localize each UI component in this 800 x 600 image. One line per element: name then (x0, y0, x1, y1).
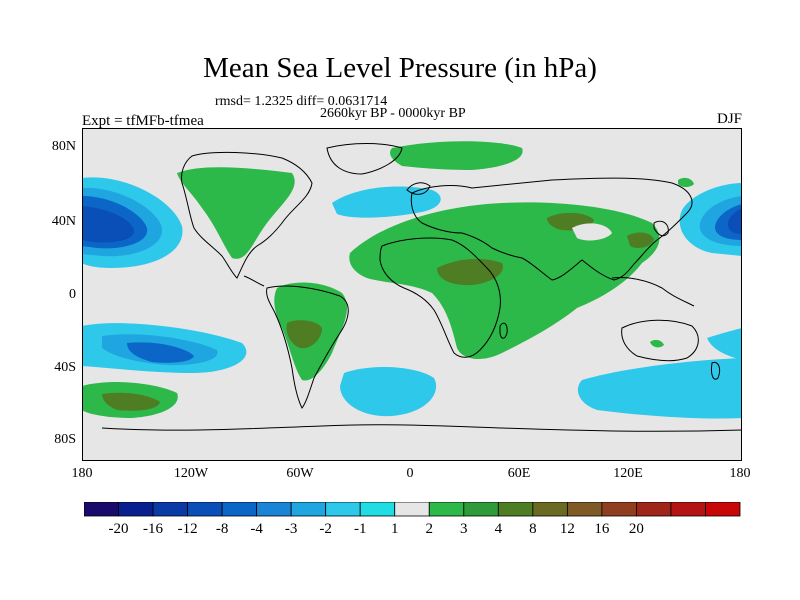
coast-new-zealand (711, 361, 721, 380)
colorbar-swatch (532, 502, 568, 517)
coast-eurasia (410, 177, 693, 281)
contour-north-pacific-east-4 (728, 208, 742, 234)
chart-title: Mean Sea Level Pressure (in hPa) (203, 52, 597, 84)
negative-anomaly-areas (82, 177, 742, 419)
colorbar-label: 3 (460, 521, 468, 537)
contour-south-pacific-high-core (102, 392, 160, 411)
colorbar-label: 4 (494, 521, 503, 537)
contour-southern-indian-pacific (577, 358, 742, 419)
colorbar-swatch (601, 502, 637, 517)
contour-arctic (390, 141, 523, 170)
map-frame (82, 128, 742, 461)
colorbar-swatch (325, 502, 361, 517)
lat-tick-label: 40S (54, 360, 76, 375)
colorbar-label: -8 (215, 521, 229, 537)
colorbar-swatch (152, 502, 188, 517)
coast-indonesia (611, 277, 695, 307)
coast-south-america (266, 285, 349, 409)
lon-tick-label: 60E (507, 466, 531, 481)
coast-japan (653, 220, 669, 237)
lat-tick-label: 0 (69, 287, 76, 302)
colorbar-swatch (84, 502, 119, 517)
period-subtitle: 2660kyr BP - 0000kyr BP (320, 106, 466, 121)
colorbar-swatch (705, 502, 741, 517)
coast-africa (379, 237, 501, 358)
colorbar-swatch (290, 502, 327, 517)
colorbar-label: -2 (319, 521, 332, 537)
coast-madagascar (499, 322, 508, 339)
colorbar-label: 20 (628, 521, 644, 537)
map-plot (82, 128, 742, 461)
contour-tibet-gap (572, 223, 612, 241)
colorbar-swatch (256, 502, 292, 517)
contour-south-pacific-3 (127, 342, 194, 363)
colorbar-swatch (221, 502, 258, 517)
colorbar-swatch (636, 502, 672, 517)
contour-east-asia-core (627, 232, 654, 248)
coast-central-america (243, 275, 265, 287)
lat-tick-label: 80N (51, 139, 76, 154)
coast-north-america (181, 151, 313, 279)
coast-greenland (326, 143, 403, 175)
contour-north-america (177, 167, 295, 259)
colorbar-label: 2 (425, 521, 434, 537)
colorbar-swatch (670, 502, 706, 517)
colorbar-label: -20 (108, 521, 129, 537)
contour-north-atlantic (332, 186, 441, 218)
colorbar-label: -12 (177, 521, 198, 537)
lat-tick-label: 40N (51, 214, 76, 229)
colorbar-label: 8 (529, 521, 537, 537)
colorbar-swatch (118, 502, 154, 517)
lon-tick-label: 180 (729, 466, 751, 481)
lat-tick-label: 80S (54, 432, 76, 447)
contour-south-america-core (286, 320, 322, 349)
colorbar-swatch (187, 502, 223, 517)
colorbar-swatch (497, 502, 534, 517)
lon-tick-label: 180 (71, 466, 93, 481)
lon-tick-label: 0 (406, 466, 414, 481)
colorbar-label: 16 (594, 521, 610, 537)
colorbar-swatch (359, 502, 396, 517)
stats-text: rmsd= 1.2325 diff= 0.0631714 (215, 94, 388, 109)
contour-north-pacific-west-4 (82, 206, 135, 243)
colorbar-swatch (394, 502, 430, 517)
coast-antarctica (101, 424, 742, 432)
lon-tick-label: 120E (613, 466, 643, 481)
experiment-label: Expt = tfMFb-tfmea (82, 113, 204, 129)
contour-arabia-core (437, 258, 503, 286)
contour-kamchatka (678, 177, 694, 187)
lon-tick-label: 120W (173, 466, 209, 481)
colorbar-swatch (463, 502, 499, 517)
colorbar-swatch (428, 502, 465, 517)
contour-southern-atlantic (340, 366, 437, 417)
contour-africa-eurasia (349, 202, 660, 360)
colorbar-label: 12 (559, 521, 575, 537)
colorbar-label: -4 (250, 521, 263, 537)
season-label: DJF (716, 111, 742, 127)
lon-tick-label: 60W (286, 466, 314, 481)
contour-tasman (707, 328, 742, 360)
contour-australia-spot (650, 339, 664, 348)
coast-australia (621, 319, 699, 362)
colorbar-swatch (566, 502, 603, 517)
colorbar-label: -1 (353, 521, 367, 537)
colorbar-label: 1 (390, 521, 399, 537)
colorbar-label: -3 (284, 521, 298, 537)
colorbar-label: -16 (143, 521, 164, 537)
colorbar (84, 502, 741, 517)
positive-anomaly-areas (82, 141, 694, 418)
coastlines (101, 143, 742, 432)
coast-britain (406, 182, 431, 195)
